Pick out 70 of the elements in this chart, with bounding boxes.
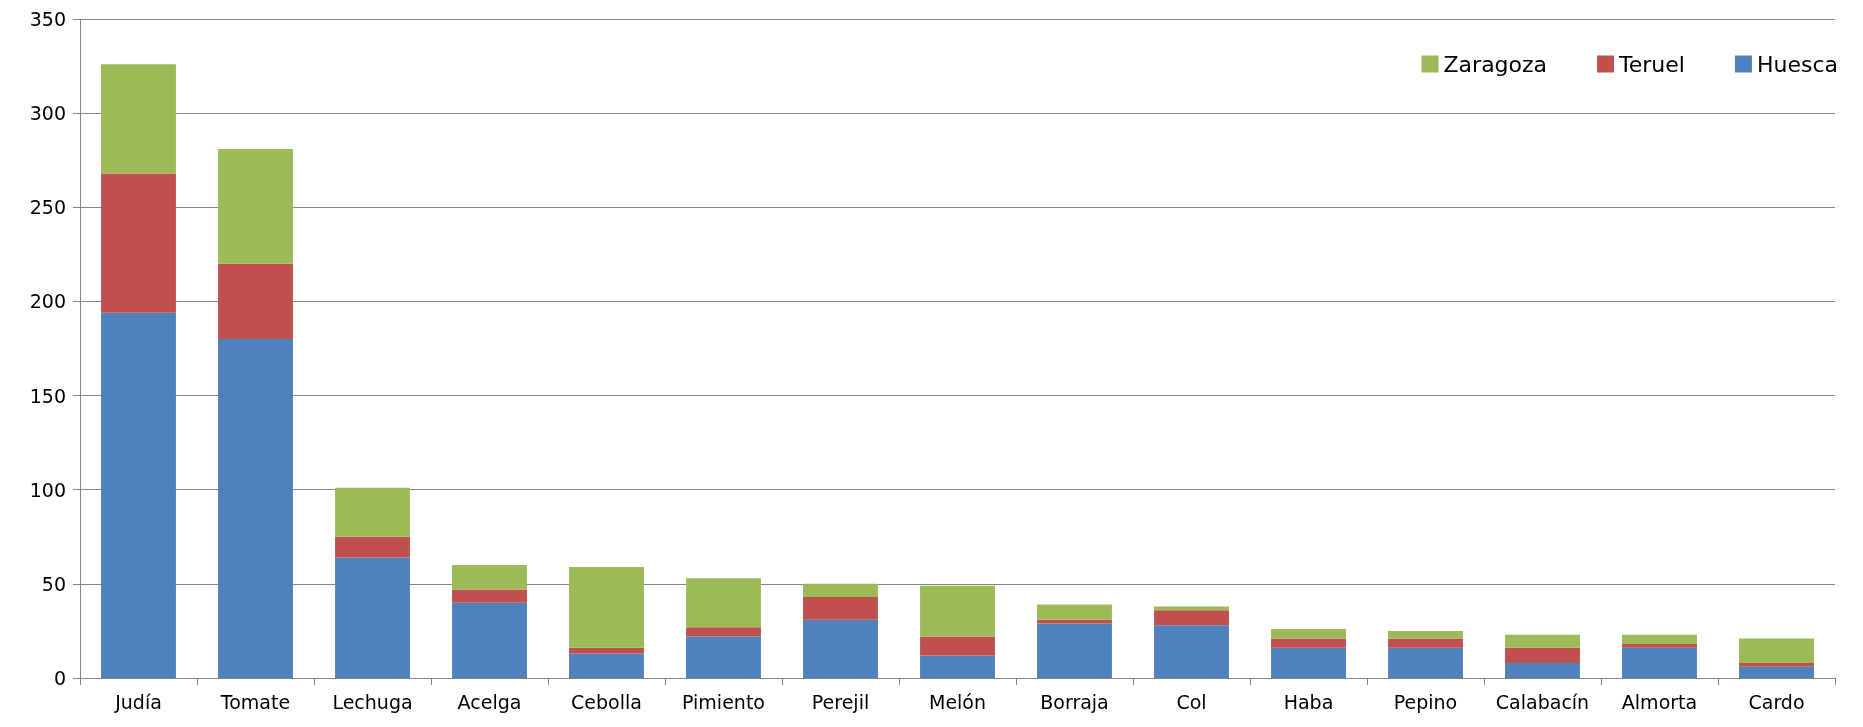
y-tick-label: 300 — [29, 102, 66, 125]
bar — [1622, 644, 1697, 648]
bar — [335, 557, 410, 678]
x-tick-label: Cardo — [1748, 690, 1805, 713]
bar — [1505, 662, 1580, 678]
bar — [1154, 610, 1229, 626]
legend-label: Teruel — [1618, 51, 1685, 77]
y-tick-label: 350 — [29, 8, 66, 30]
y-tick-label: 100 — [29, 478, 66, 501]
bar — [803, 583, 878, 598]
x-tick-label: Melón — [928, 690, 987, 713]
y-tick-label: 200 — [29, 290, 66, 313]
x-tick-label: Tomate — [219, 690, 291, 713]
bar — [1154, 606, 1229, 611]
bar — [1271, 638, 1346, 648]
x-tick-label: Haba — [1283, 690, 1334, 713]
x-tick-label: Col — [1176, 690, 1207, 713]
bar — [218, 263, 293, 340]
bar — [1037, 623, 1112, 678]
bar — [1388, 630, 1463, 639]
bar — [1505, 647, 1580, 663]
x-tick-label: Almorta — [1621, 690, 1698, 713]
bar — [686, 627, 761, 637]
bar — [920, 636, 995, 656]
x-tick-label: Pimiento — [682, 690, 765, 713]
bar — [1037, 604, 1112, 620]
bar — [218, 339, 293, 678]
bar — [803, 619, 878, 678]
bar — [1505, 634, 1580, 648]
x-tick-label: Judía — [114, 690, 162, 713]
bar — [920, 655, 995, 678]
bar — [1388, 638, 1463, 648]
bar — [920, 585, 995, 637]
bar — [803, 597, 878, 620]
bar — [686, 578, 761, 628]
bar — [1271, 629, 1346, 639]
bar — [452, 589, 527, 603]
bar — [335, 536, 410, 558]
x-tick-label: Pepino — [1393, 690, 1458, 713]
y-tick-label: 0 — [53, 667, 66, 689]
x-tick-label: Perejil — [811, 690, 870, 713]
legend-label: Zaragoza — [1443, 51, 1548, 77]
y-tick-label: 50 — [41, 572, 66, 595]
y-tick-label: 250 — [29, 196, 66, 219]
bar — [101, 173, 176, 313]
bar — [569, 653, 644, 678]
bar — [1388, 647, 1463, 678]
bar — [218, 148, 293, 264]
x-tick-label: Lechuga — [332, 690, 413, 713]
bar — [686, 636, 761, 678]
bar — [1622, 634, 1697, 645]
bar — [569, 647, 644, 654]
bar — [1622, 647, 1697, 678]
x-tick-label: Borraja — [1040, 690, 1109, 713]
bar — [569, 566, 644, 648]
bar — [452, 565, 527, 590]
bar — [1739, 666, 1814, 678]
bar — [1271, 647, 1346, 678]
x-tick-label: Calabacín — [1495, 690, 1590, 713]
bar — [101, 312, 176, 678]
legend-label: Huesca — [1756, 51, 1838, 77]
bar — [1739, 638, 1814, 663]
bar — [1739, 662, 1814, 667]
y-tick-label: 150 — [29, 384, 66, 407]
bar — [452, 602, 527, 678]
bar — [101, 64, 176, 174]
bar — [1154, 625, 1229, 678]
x-tick-label: Cebolla — [571, 690, 642, 713]
bar — [335, 487, 410, 537]
x-tick-label: Acelga — [457, 690, 522, 713]
